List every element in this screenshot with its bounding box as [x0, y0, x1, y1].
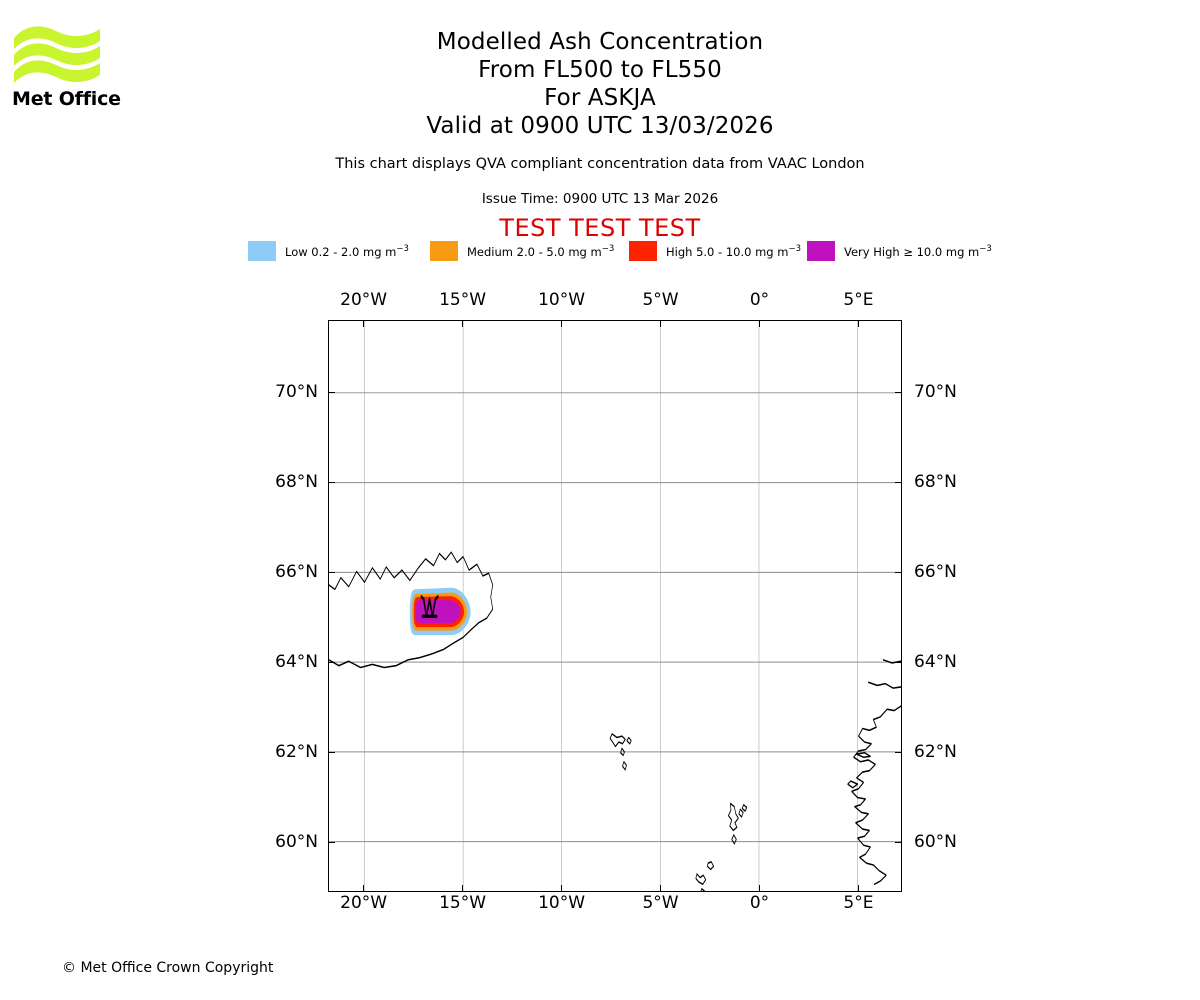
title-line-2: From FL500 to FL550: [478, 57, 722, 83]
legend-item-medium: Medium 2.0 - 5.0 mg m−3: [430, 240, 614, 262]
title-line-3: For ASKJA: [544, 85, 656, 111]
lat-tick-label-left: 70°N: [275, 382, 318, 403]
lon-tick-label-top: 15°W: [439, 290, 487, 310]
lat-tick-label-left: 62°N: [275, 742, 318, 763]
lon-tick-label-top: 5°E: [843, 290, 874, 310]
met-office-logo-text: Met Office: [12, 88, 121, 110]
lon-axis-tick: [363, 320, 365, 327]
legend-swatch: [807, 241, 835, 261]
lon-tick-label-top: 5°W: [642, 290, 679, 310]
ash-plume-contours: [409, 587, 471, 636]
lon-axis-tick: [857, 320, 859, 327]
ash-concentration-map: [328, 320, 902, 892]
lat-tick-label-left: 64°N: [275, 652, 318, 673]
lon-axis-tick: [363, 885, 365, 892]
lat-tick-label-right: 68°N: [914, 472, 957, 493]
lat-tick-label-right: 64°N: [914, 652, 957, 673]
lon-tick-label-bottom: 15°W: [439, 893, 487, 913]
legend-label: High 5.0 - 10.0 mg m−3: [666, 243, 801, 259]
lat-tick-label-left: 66°N: [275, 562, 318, 583]
lon-tick-label-bottom: 20°W: [340, 893, 388, 913]
lon-axis-tick: [660, 320, 662, 327]
met-office-logo: [12, 22, 122, 117]
lon-tick-label-top: 20°W: [340, 290, 388, 310]
lon-tick-label-bottom: 0°: [749, 893, 770, 913]
lat-tick-label-right: 66°N: [914, 562, 957, 583]
lon-axis-tick: [758, 320, 760, 327]
legend-swatch: [248, 241, 276, 261]
lat-axis-tick: [895, 391, 902, 393]
lon-axis-tick: [462, 320, 464, 327]
lon-axis-tick: [561, 885, 563, 892]
legend-label: Very High ≥ 10.0 mg m−3: [844, 243, 992, 259]
legend-item-low: Low 0.2 - 2.0 mg m−3: [248, 240, 409, 262]
lon-axis-tick: [462, 885, 464, 892]
lon-tick-label-top: 10°W: [538, 290, 586, 310]
lat-tick-label-right: 70°N: [914, 382, 957, 403]
lat-axis-tick: [328, 751, 335, 753]
lat-axis-tick: [895, 841, 902, 843]
lon-tick-label-bottom: 10°W: [538, 893, 586, 913]
lon-axis-tick: [758, 885, 760, 892]
lat-tick-label-right: 62°N: [914, 742, 957, 763]
lat-axis-tick: [895, 571, 902, 573]
lon-tick-label-top: 0°: [749, 290, 770, 310]
lat-axis-tick: [328, 481, 335, 483]
legend-item-very: Very High ≥ 10.0 mg m−3: [807, 240, 992, 262]
title-line-1: Modelled Ash Concentration: [436, 29, 764, 55]
legend-label: Medium 2.0 - 5.0 mg m−3: [467, 243, 615, 259]
legend-item-high: High 5.0 - 10.0 mg m−3: [629, 240, 801, 262]
lat-tick-label-left: 60°N: [275, 832, 318, 853]
lat-axis-tick: [328, 571, 335, 573]
lat-axis-tick: [328, 841, 335, 843]
lat-axis-tick: [895, 661, 902, 663]
lat-axis-tick: [328, 661, 335, 663]
volcano-symbol: [420, 594, 439, 619]
lon-tick-label-bottom: 5°W: [642, 893, 679, 913]
legend-swatch: [629, 241, 657, 261]
lon-axis-tick: [857, 885, 859, 892]
lon-axis-tick: [561, 320, 563, 327]
lat-tick-label-left: 68°N: [275, 472, 318, 493]
concentration-legend: Low 0.2 - 2.0 mg m−3 Medium 2.0 - 5.0 mg …: [248, 240, 992, 262]
issue-time-text: Issue Time: 0900 UTC 13 Mar 2026: [481, 191, 719, 207]
chart-source-note: This chart displays QVA compliant concen…: [335, 156, 865, 172]
legend-label: Low 0.2 - 2.0 mg m−3: [285, 243, 409, 259]
lat-axis-tick: [895, 751, 902, 753]
lat-tick-label-right: 60°N: [914, 832, 957, 853]
lat-axis-tick: [328, 391, 335, 393]
copyright-footer: © Met Office Crown Copyright: [62, 960, 274, 976]
plume-very-high-contour: [415, 600, 461, 624]
graticule-gridlines: [329, 321, 901, 891]
lon-tick-label-bottom: 5°E: [843, 893, 874, 913]
page-title: Modelled Ash Concentration From FL500 to…: [0, 28, 1200, 140]
lon-axis-tick: [660, 885, 662, 892]
legend-swatch: [430, 241, 458, 261]
lat-axis-tick: [895, 481, 902, 483]
title-line-4: Valid at 0900 UTC 13/03/2026: [426, 113, 774, 139]
test-banner: TEST TEST TEST: [499, 214, 701, 242]
